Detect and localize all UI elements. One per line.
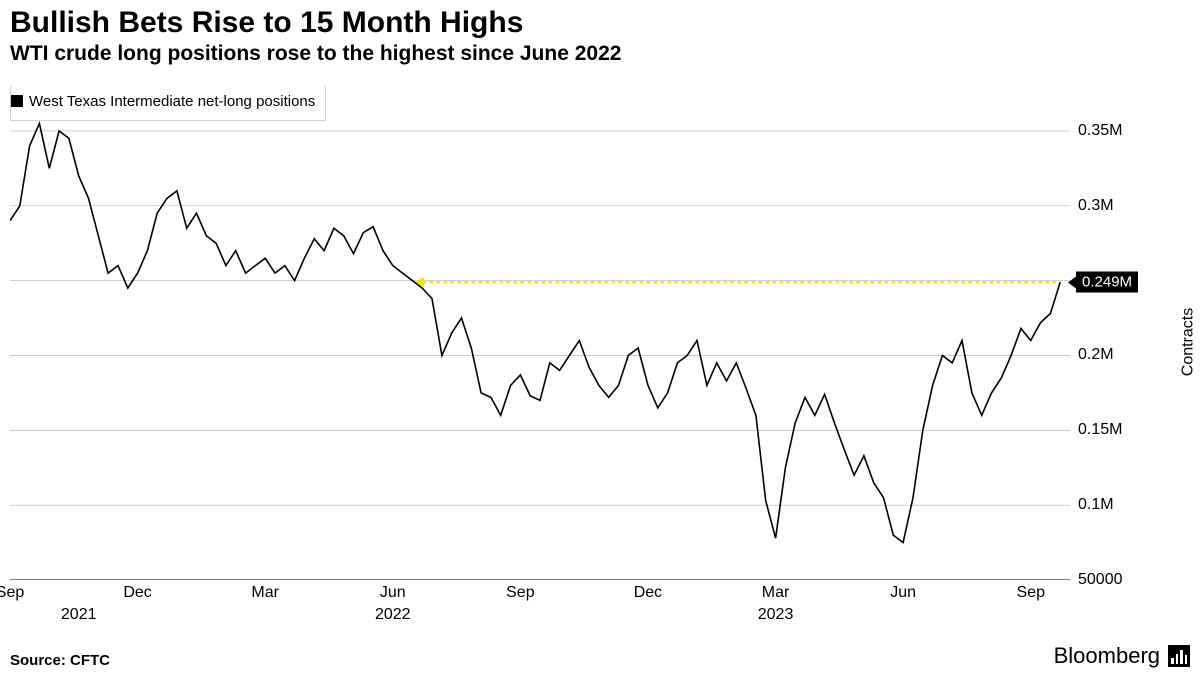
x-tick-label: Sep	[0, 584, 24, 602]
x-tick-label: Jun	[380, 584, 406, 602]
y-tick-label: 50000	[1070, 571, 1123, 589]
x-tick-label: Jun	[890, 584, 916, 602]
x-tick-label: Sep	[1017, 584, 1045, 602]
chart-title: Bullish Bets Rise to 15 Month Highs	[10, 6, 523, 40]
y-tick-label: 0.3M	[1070, 197, 1114, 215]
y-axis-label: Contracts	[1179, 308, 1197, 376]
y-tick-label: 0.1M	[1070, 496, 1114, 514]
x-tick-label: Sep	[506, 584, 534, 602]
x-tick-label: Dec	[634, 584, 662, 602]
chart-subtitle: WTI crude long positions rose to the hig…	[10, 42, 621, 66]
line-chart	[10, 86, 1070, 580]
source-text: Source: CFTC	[10, 652, 110, 669]
brand-icon	[1168, 645, 1190, 667]
chart-container: Bullish Bets Rise to 15 Month Highs WTI …	[0, 0, 1200, 675]
x-tick-label: Mar	[251, 584, 279, 602]
y-tick-label: 0.35M	[1070, 122, 1122, 140]
y-tick-label: 0.2M	[1070, 346, 1114, 364]
y-tick-label: 0.15M	[1070, 421, 1122, 439]
x-year-label: 2023	[758, 606, 794, 624]
x-tick-label: Dec	[123, 584, 151, 602]
x-year-label: 2022	[375, 606, 411, 624]
brand-text: Bloomberg	[1054, 643, 1160, 669]
callout-label: 0.249M	[1082, 274, 1132, 291]
x-tick-label: Mar	[762, 584, 790, 602]
x-year-label: 2021	[61, 606, 97, 624]
value-callout: 0.249M	[1076, 272, 1138, 293]
